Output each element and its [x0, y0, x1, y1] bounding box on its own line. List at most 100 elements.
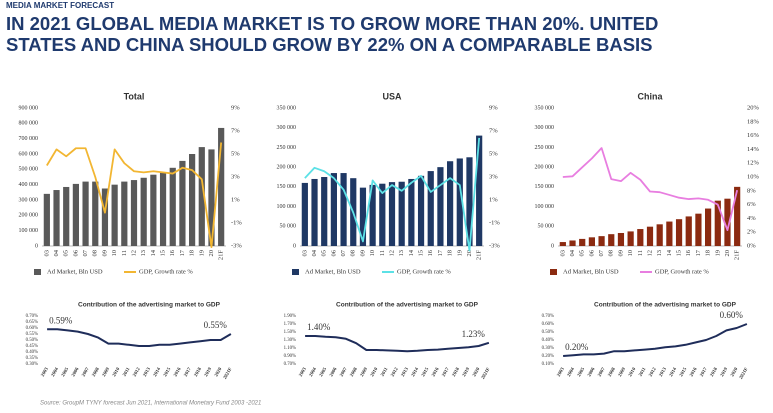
y-tick-label: 0	[35, 243, 38, 249]
line	[305, 335, 490, 353]
bar	[359, 187, 367, 246]
x-tick-label: 2015	[679, 367, 688, 378]
bar	[169, 167, 176, 246]
legend-swatch	[34, 269, 41, 275]
x-tick-label: 2009	[102, 367, 111, 378]
x-tick-label: 07	[598, 249, 605, 256]
x-tick-label: 19	[714, 250, 721, 257]
x-tick-label: 11	[379, 250, 386, 256]
x-tick-label: 2004	[51, 367, 60, 378]
y-tick-label: 0.40%	[542, 338, 554, 343]
x-tick-label: 2016	[689, 367, 698, 378]
y2-tick-label: 1%	[231, 196, 240, 203]
y-tick-label: 1.50%	[284, 330, 296, 335]
x-tick-label: 2020	[472, 367, 481, 378]
x-tick-label: 16	[685, 249, 692, 256]
bar	[208, 149, 215, 246]
x-tick-label: 2005	[577, 367, 586, 378]
y-tick-label: 300 000	[535, 125, 555, 131]
x-tick-label: 19	[198, 250, 205, 257]
x-tick-label: 2008	[608, 367, 617, 378]
x-tick-label: 06	[72, 249, 79, 256]
y-tick-label: 0	[293, 243, 296, 249]
bar	[559, 242, 566, 246]
x-tick-label: 2018	[452, 367, 461, 378]
y-tick-label: 500 000	[19, 167, 39, 173]
y-tick-label: 0.90%	[284, 354, 296, 359]
x-tick-label: 2008	[350, 367, 359, 378]
x-tick-label: 2019	[462, 367, 471, 378]
bar	[130, 180, 138, 246]
chart-title: Contribution of the advertising market t…	[78, 302, 221, 309]
x-tick-label: 2011	[122, 367, 131, 378]
bar	[111, 184, 118, 246]
y2-tick-label: 3%	[489, 173, 498, 180]
x-tick-label: 2020	[214, 367, 223, 378]
x-tick-label: 2010	[112, 367, 121, 378]
x-tick-label: 07	[82, 249, 89, 256]
y2-tick-label: -1%	[231, 219, 242, 226]
y-tick-label: 0	[551, 243, 554, 249]
x-tick-label: 04	[311, 249, 318, 256]
x-tick-label: 2016	[173, 367, 182, 378]
y-tick-label: 0.50%	[542, 330, 554, 335]
x-tick-label: 16	[427, 249, 434, 256]
x-tick-label: 2014	[669, 367, 678, 378]
bar	[476, 135, 483, 246]
bar	[466, 157, 473, 246]
value-label: 0.59%	[49, 315, 73, 325]
y-tick-label: 50 000	[280, 224, 297, 230]
gdp-line	[562, 147, 739, 232]
x-tick-label: 08	[608, 250, 615, 257]
y2-tick-label: -3%	[489, 242, 500, 249]
x-tick-label: 05	[321, 250, 328, 257]
x-tick-label: 2019	[720, 367, 729, 378]
x-tick-label: 14	[408, 249, 415, 256]
line	[47, 328, 232, 347]
y2-tick-label: -1%	[489, 219, 500, 226]
y2-tick-label: 5%	[489, 150, 498, 157]
x-tick-label: 07	[340, 249, 347, 256]
x-tick-label: 2021F	[481, 367, 492, 380]
y2-tick-label: 7%	[489, 127, 498, 134]
y-tick-label: 300 000	[277, 125, 297, 131]
kicker: MEDIA MARKET FORECAST	[6, 1, 114, 10]
x-tick-label: 2020	[730, 367, 739, 378]
x-tick-label: 2010	[628, 367, 637, 378]
y2-tick-label: 3%	[231, 173, 240, 180]
y-tick-label: 0.65%	[26, 320, 38, 325]
x-tick-label: 2003	[41, 367, 50, 378]
chart-title: China	[637, 91, 663, 101]
x-tick-label: 2014	[411, 367, 420, 378]
x-tick-label: 2005	[61, 367, 70, 378]
y-tick-label: 350 000	[277, 105, 297, 111]
gdp-line	[304, 137, 481, 252]
y-tick-label: 200 000	[535, 165, 555, 171]
x-tick-label: 2018	[710, 367, 719, 378]
bar	[301, 182, 308, 246]
value-label: 0.55%	[204, 320, 228, 330]
x-tick-label: 21F	[218, 250, 225, 261]
y-tick-label: 400 000	[19, 182, 39, 188]
bar	[179, 160, 186, 246]
bar	[408, 178, 415, 246]
legend-label: GDP, Growth rate %	[397, 268, 451, 275]
y-tick-label: 0.40%	[26, 350, 38, 355]
y2-tick-label: 18%	[747, 118, 760, 125]
x-tick-label: 15	[418, 250, 425, 257]
x-tick-label: 2016	[431, 367, 440, 378]
y-tick-label: 0.10%	[542, 362, 554, 367]
bar	[714, 200, 721, 246]
y2-tick-label: 5%	[231, 150, 240, 157]
legend-label: Ad Market, Bln USD	[305, 268, 361, 275]
x-tick-label: 18	[705, 250, 712, 257]
x-tick-label: 2011	[380, 367, 389, 378]
x-tick-label: 03	[43, 250, 50, 257]
chart-title: USA	[382, 91, 402, 101]
x-tick-label: 2008	[92, 367, 101, 378]
bar	[598, 236, 605, 246]
y-tick-label: 100 000	[535, 204, 555, 210]
x-tick-label: 2017	[700, 367, 709, 378]
bar	[666, 221, 673, 246]
